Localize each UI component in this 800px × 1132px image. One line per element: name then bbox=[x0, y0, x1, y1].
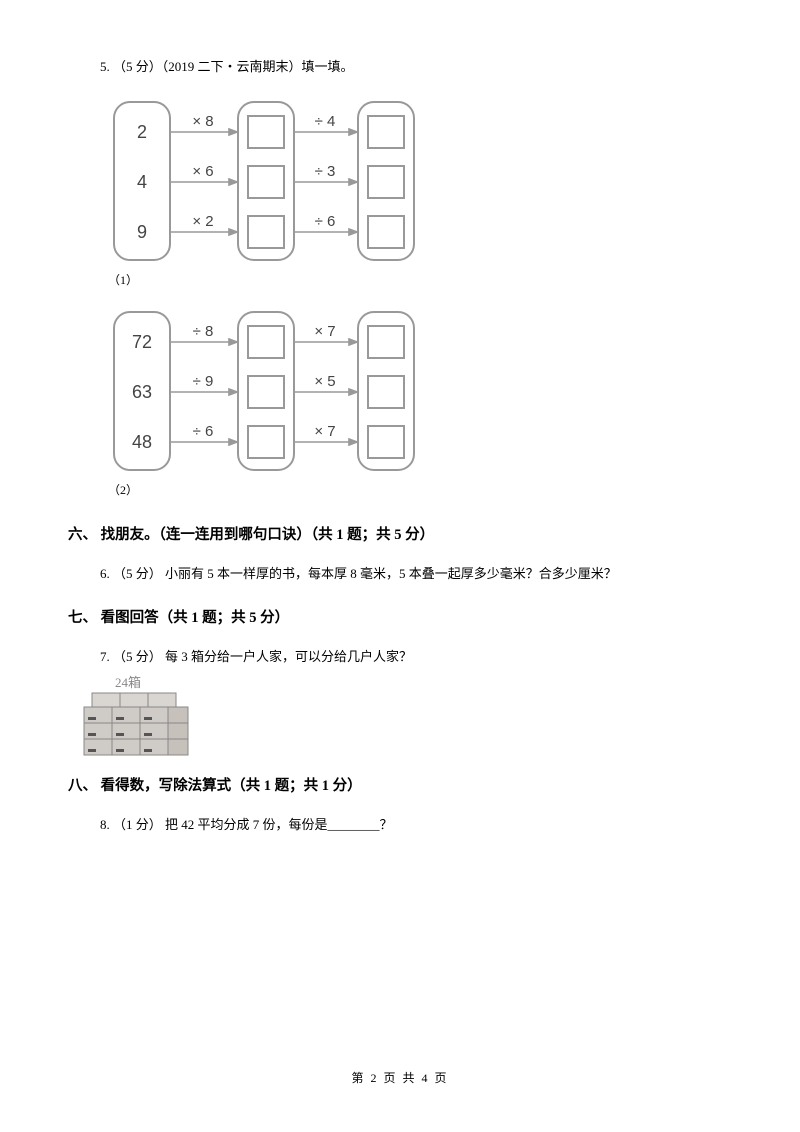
page-footer: 第 2 页 共 4 页 bbox=[0, 1068, 800, 1090]
d1-op1-0: × 8 bbox=[192, 113, 213, 130]
d2-in-2: 48 bbox=[132, 432, 152, 452]
diagram-2: 72 63 48 ÷ 8 ÷ 9 ÷ 6 × 7 × 5 × 7 （2） bbox=[108, 306, 722, 502]
d1-op2-2: ÷ 6 bbox=[315, 213, 336, 230]
section-7-heading: 七、 看图回答（共 1 题；共 5 分） bbox=[68, 605, 722, 631]
d1-op1-2: × 2 bbox=[192, 213, 213, 230]
question-7: 7. （5 分） 每 3 箱分给一户人家，可以分给几户人家？ bbox=[100, 645, 722, 668]
question-5: 5. （5 分）（2019 二下・云南期末）填一填。 bbox=[100, 55, 722, 78]
question-6: 6. （5 分） 小丽有 5 本一样厚的书，每本厚 8 毫米，5 本叠一起厚多少… bbox=[100, 562, 722, 585]
d1-in-0: 2 bbox=[137, 122, 147, 142]
d2-op2-2: × 7 bbox=[314, 423, 335, 440]
q8-text-c: ？ bbox=[380, 817, 393, 832]
d2-op2-1: × 5 bbox=[314, 373, 335, 390]
section-8-heading: 八、 看得数，写除法算式（共 1 题；共 1 分） bbox=[68, 773, 722, 799]
d2-in-0: 72 bbox=[132, 332, 152, 352]
sub2-label: （2） bbox=[108, 480, 722, 502]
d2-op1-1: ÷ 9 bbox=[193, 373, 214, 390]
boxes-label: 24箱 bbox=[115, 675, 141, 690]
diagram-1: 2 4 9 × 8 × 6 × 2 ÷ 4 ÷ 3 ÷ 6 bbox=[108, 96, 722, 292]
d1-op2-1: ÷ 3 bbox=[315, 163, 336, 180]
sub1-label: （1） bbox=[108, 270, 722, 292]
d2-op2-0: × 7 bbox=[314, 323, 335, 340]
d2-op1-2: ÷ 6 bbox=[193, 423, 214, 440]
d1-in-1: 4 bbox=[137, 172, 147, 192]
d1-op2-0: ÷ 4 bbox=[315, 113, 336, 130]
question-8: 8. （1 分） 把 42 平均分成 7 份，每份是________？ bbox=[100, 813, 722, 836]
d2-in-1: 63 bbox=[132, 382, 152, 402]
d1-op1-1: × 6 bbox=[192, 163, 213, 180]
boxes-image: 24箱 bbox=[80, 673, 722, 763]
d1-in-2: 9 bbox=[137, 222, 147, 242]
section-6-heading: 六、 找朋友。（连一连用到哪句口诀）（共 1 题；共 5 分） bbox=[68, 522, 722, 548]
q8-text-a: 8. （1 分） 把 42 平均分成 7 份，每份是 bbox=[100, 817, 328, 832]
d2-op1-0: ÷ 8 bbox=[193, 323, 214, 340]
q8-blank[interactable]: ________ bbox=[328, 817, 380, 832]
